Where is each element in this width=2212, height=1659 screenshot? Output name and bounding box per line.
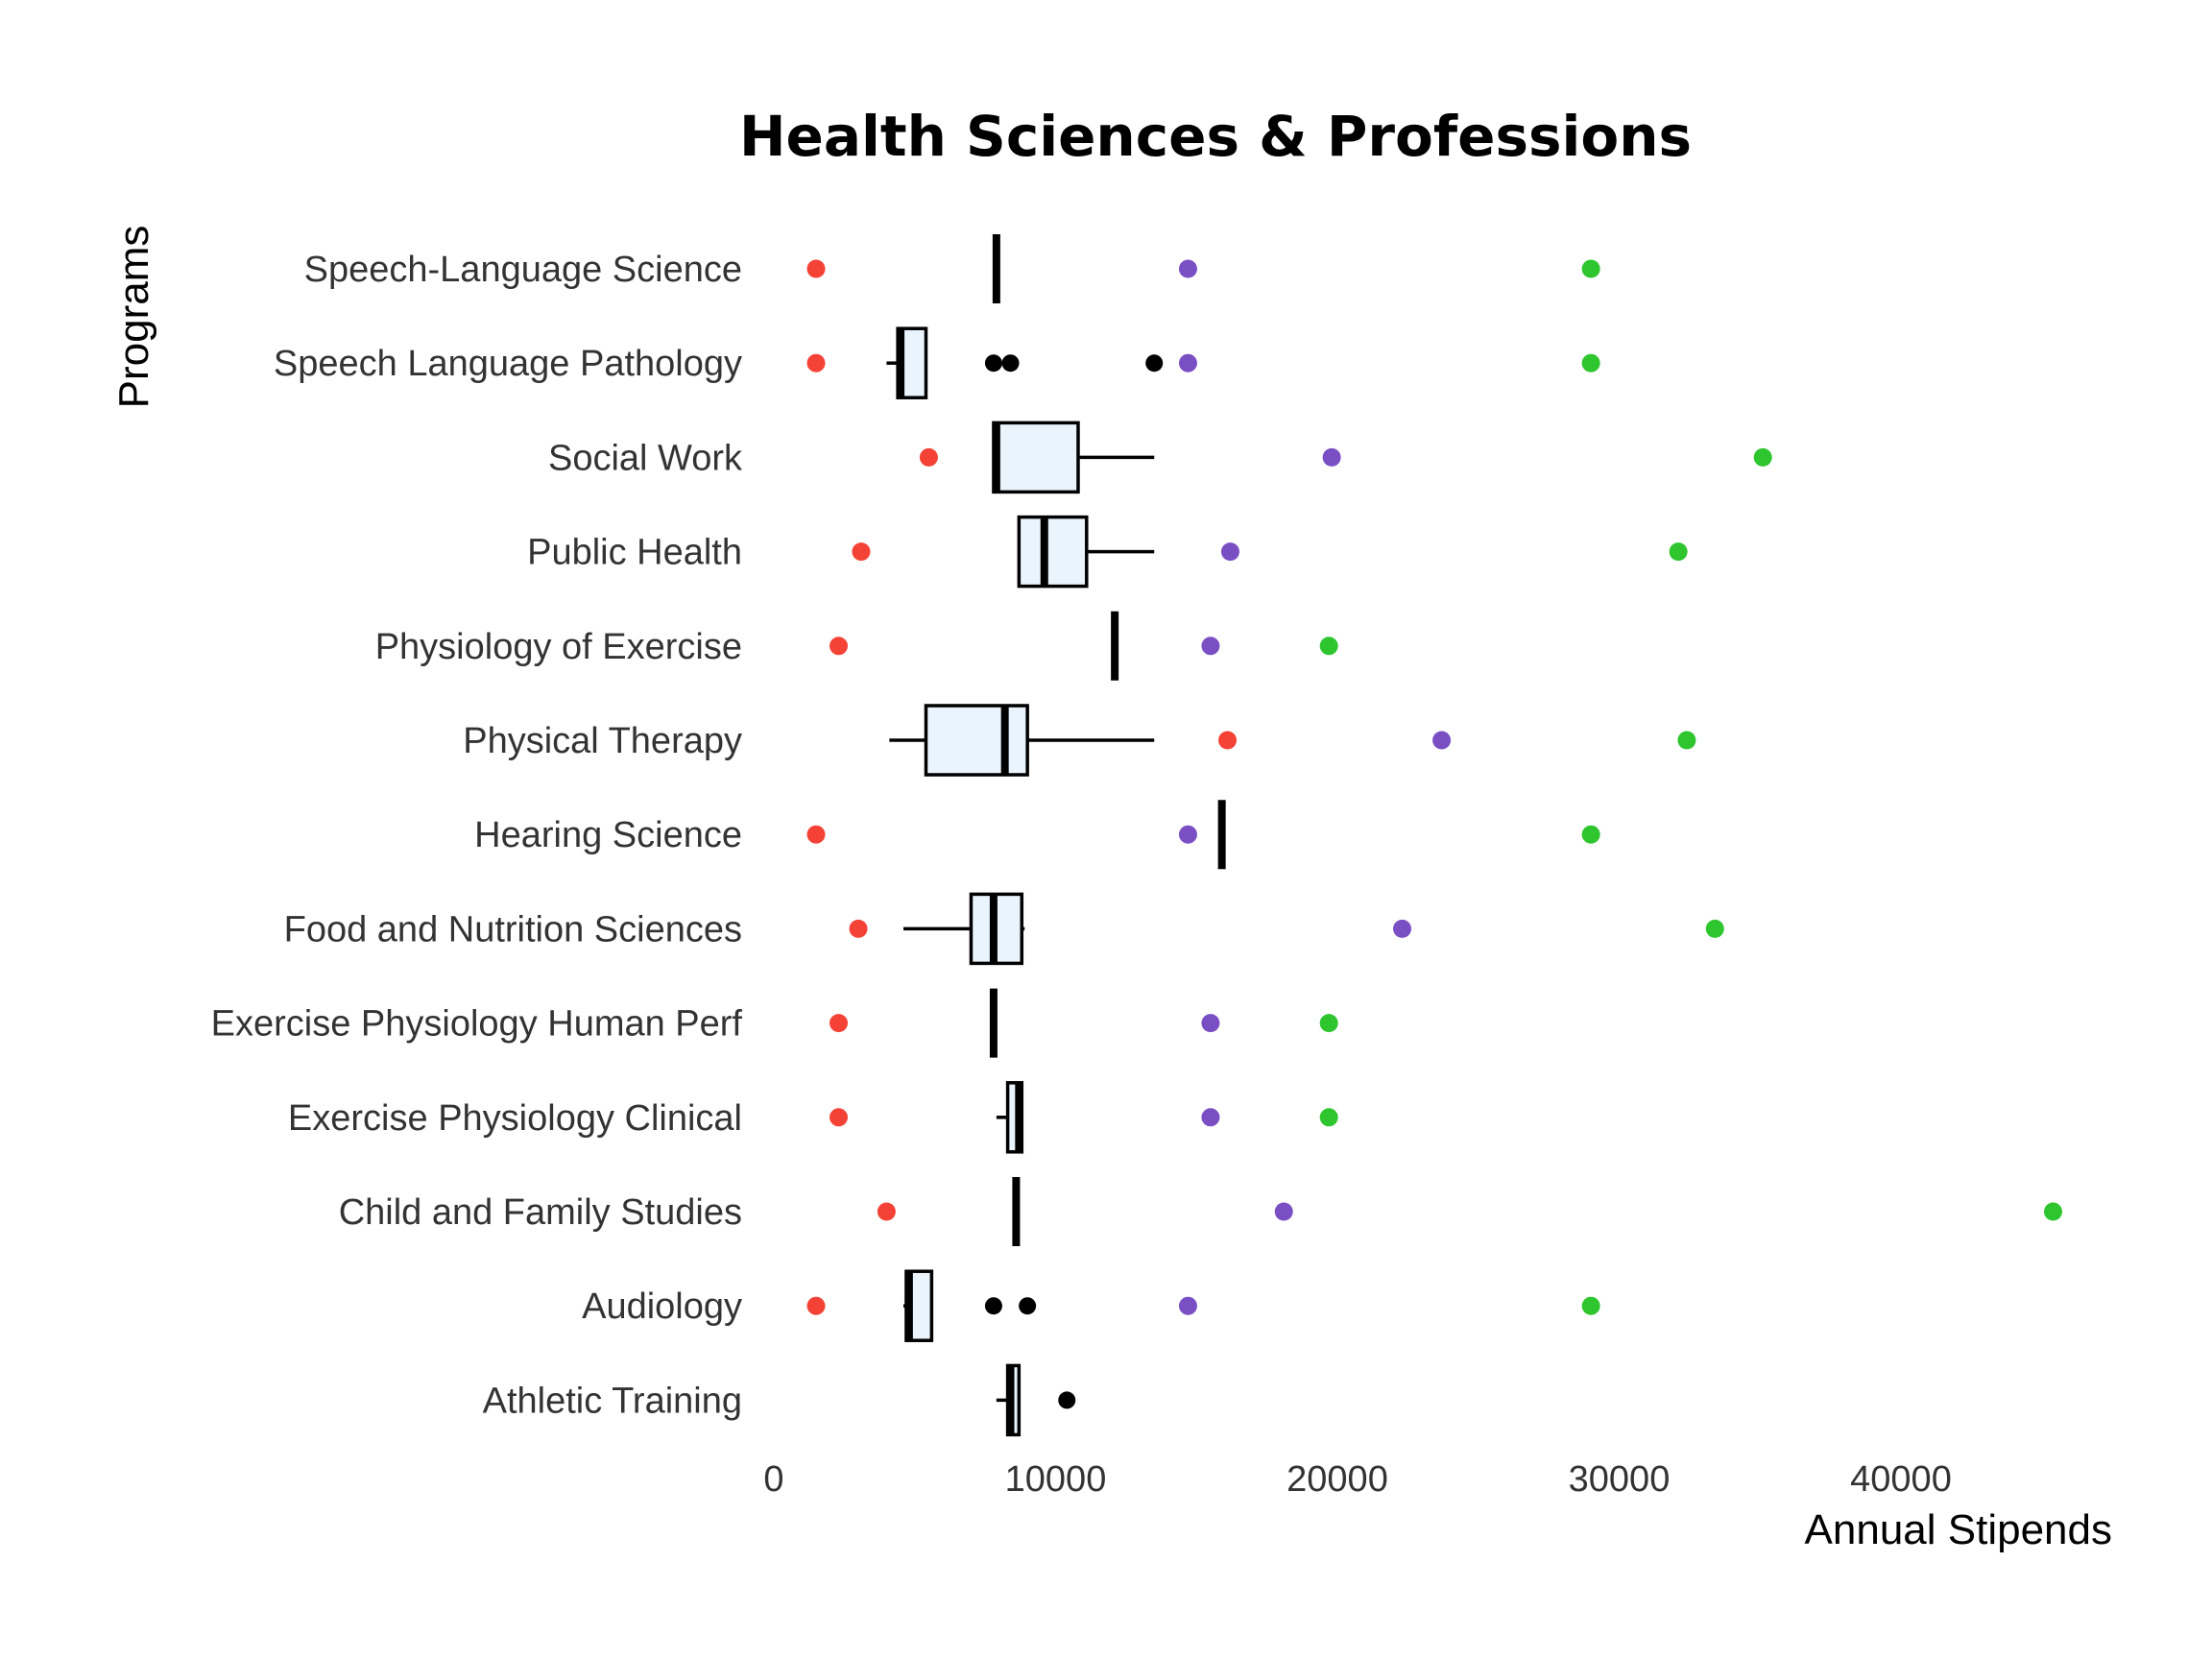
low-point-child-and-family-studies [877, 1202, 896, 1221]
box-plots [886, 234, 1226, 1437]
mid-point-social-work [1322, 447, 1341, 467]
category-label-athletic-training: Athletic Training [483, 1381, 742, 1421]
low-point-physiology-of-exercise [830, 637, 849, 656]
box-iqr [992, 421, 1080, 494]
box-athletic-training [996, 1363, 1076, 1437]
mid-point-exercise-physiology-clinical [1201, 1108, 1220, 1127]
outlier-point [1001, 354, 1020, 373]
x-tick-label-30000: 30000 [1569, 1459, 1671, 1500]
low-point-physical-therapy [1218, 731, 1238, 750]
category-label-public-health: Public Health [527, 533, 742, 573]
low-point-public-health [852, 542, 871, 562]
mid-point-audiology [1178, 1296, 1197, 1315]
mid-point-speech-language-pathology [1178, 353, 1197, 373]
category-label-food-and-nutrition-sciences: Food and Nutrition Sciences [284, 909, 742, 950]
outlier-point [984, 1297, 1002, 1315]
high-point-exercise-physiology-clinical [1319, 1108, 1338, 1127]
high-point-audiology [1581, 1296, 1600, 1315]
mid-point-speech-language-science [1178, 259, 1197, 278]
x-axis-ticks: 0 10000 20000 30000 40000 [763, 1459, 1951, 1500]
high-point-speech-language-science [1581, 259, 1600, 278]
mid-point-food-and-nutrition-sciences [1393, 919, 1412, 938]
category-label-exercise-physiology-human-perf: Exercise Physiology Human Perf [211, 1004, 743, 1045]
low-point-social-work [919, 447, 938, 467]
category-labels: Speech-Language Science Speech Language P… [211, 250, 743, 1421]
outlier-point [1019, 1297, 1037, 1315]
category-label-hearing-science: Hearing Science [474, 815, 742, 855]
mid-point-public-health [1220, 542, 1239, 562]
high-point-social-work [1753, 447, 1772, 467]
box-iqr [1017, 515, 1089, 589]
low-point-speech-language-science [806, 259, 826, 278]
high-point-physical-therapy [1677, 731, 1696, 750]
low-point-exercise-physiology-human-perf [830, 1014, 849, 1033]
x-tick-label-40000: 40000 [1850, 1459, 1952, 1500]
box-audiology [903, 1269, 1037, 1342]
category-label-physiology-of-exercise: Physiology of Exercise [375, 627, 742, 667]
box-social-work [992, 421, 1155, 494]
high-point-child-and-family-studies [2043, 1202, 2062, 1221]
mid-point-hearing-science [1178, 825, 1197, 844]
x-tick-label-20000: 20000 [1286, 1459, 1388, 1500]
box-public-health [1017, 515, 1155, 589]
category-label-social-work: Social Work [548, 438, 743, 478]
high-point-exercise-physiology-human-perf [1319, 1014, 1338, 1033]
high-point-public-health [1669, 542, 1688, 562]
low-point-food-and-nutrition-sciences [849, 919, 868, 938]
x-tick-label-0: 0 [763, 1459, 783, 1500]
mid-point-exercise-physiology-human-perf [1201, 1014, 1220, 1033]
high-point-speech-language-pathology [1581, 353, 1600, 373]
low-point-speech-language-pathology [806, 353, 826, 373]
mid-point-physiology-of-exercise [1201, 637, 1220, 656]
box-speech-language-pathology [886, 326, 1164, 399]
outlier-point [984, 354, 1002, 373]
y-axis-title: Programs [110, 226, 157, 409]
category-label-speech-language-pathology: Speech Language Pathology [274, 344, 742, 384]
high-point-physiology-of-exercise [1319, 637, 1338, 656]
low-point-hearing-science [806, 825, 826, 844]
box-physical-therapy [889, 704, 1155, 777]
category-label-exercise-physiology-clinical: Exercise Physiology Clinical [288, 1098, 742, 1139]
high-point-food-and-nutrition-sciences [1705, 919, 1724, 938]
high-point-hearing-science [1581, 825, 1600, 844]
x-axis-title: Annual Stipends [1805, 1506, 2112, 1553]
box-iqr [924, 704, 1029, 777]
outlier-point [1145, 354, 1164, 373]
box-food-and-nutrition-sciences [903, 892, 1025, 966]
box-exercise-physiology-clinical [996, 1081, 1024, 1154]
category-label-physical-therapy: Physical Therapy [463, 721, 742, 761]
category-label-audiology: Audiology [582, 1286, 742, 1327]
low-point-audiology [806, 1296, 826, 1315]
category-label-speech-language-science: Speech-Language Science [304, 250, 742, 290]
mid-point-physical-therapy [1432, 731, 1452, 750]
category-label-child-and-family-studies: Child and Family Studies [339, 1192, 742, 1233]
mid-point-child-and-family-studies [1274, 1202, 1293, 1221]
low-point-exercise-physiology-clinical [830, 1108, 849, 1127]
stipend-points [806, 259, 2062, 1315]
outlier-point [1058, 1391, 1076, 1409]
chart-title: Health Sciences & Professions [739, 104, 1692, 169]
x-tick-label-10000: 10000 [1005, 1459, 1107, 1500]
